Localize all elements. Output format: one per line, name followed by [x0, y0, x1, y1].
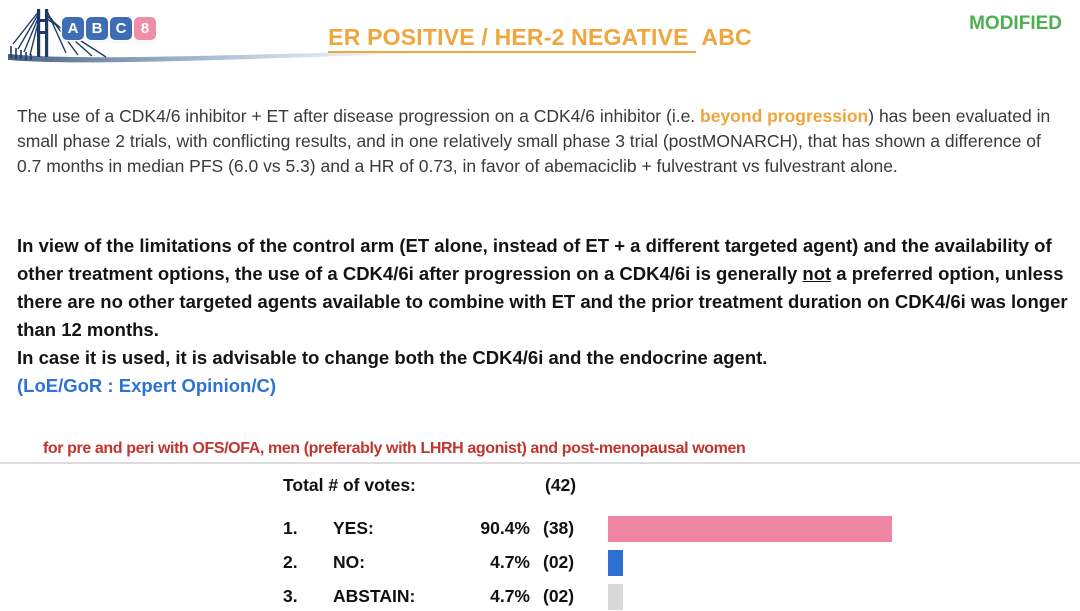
recommendation-block: In view of the limitations of the contro… — [17, 232, 1069, 400]
abc8-logo: A B C 8 — [8, 4, 448, 68]
bridge-icon — [8, 9, 438, 63]
logo-tile-c: C — [110, 17, 132, 40]
page-title-underlined: ER POSITIVE / HER-2 NEGATIVE — [328, 24, 696, 53]
logo-tile-8: 8 — [134, 17, 156, 40]
intro-text-before: The use of a CDK4/6 inhibitor + ET after… — [17, 106, 701, 126]
vote-row-number: 2. — [283, 552, 298, 572]
vote-row-label: NO: — [333, 552, 366, 572]
modified-badge: MODIFIED — [969, 13, 1062, 34]
page-title: ER POSITIVE / HER-2 NEGATIVE ABC — [0, 24, 1080, 53]
logo-tile-a-label: A — [67, 20, 79, 37]
logo-tile-8-label: 8 — [140, 20, 150, 37]
vote-row-number: 3. — [283, 586, 298, 606]
vote-row-number: 1. — [283, 518, 298, 538]
vote-row-percent: 4.7% — [490, 552, 530, 572]
total-votes-label: Total # of votes: — [283, 475, 416, 495]
vote-row-abstain: 3. ABSTAIN: 4.7% (02) — [0, 583, 1080, 611]
recommendation-text-before: In view of the limitations of the contro… — [17, 235, 1052, 284]
vote-population-note: for pre and peri with OFS/OFA, men (pref… — [43, 440, 746, 457]
beyond-progression-highlight: beyond progression — [700, 106, 869, 126]
logo-tile-a: A — [62, 17, 84, 40]
vote-row-percent: 90.4% — [480, 518, 530, 538]
intro-text-after: ) has been evaluated in small phase 2 tr… — [17, 106, 1051, 176]
vote-row-no: 2. NO: 4.7% (02) — [0, 549, 1080, 577]
total-votes-value: (42) — [545, 475, 577, 495]
logo-tile-b: B — [86, 17, 108, 40]
vote-bar-yes — [608, 516, 892, 542]
vote-row-percent: 4.7% — [490, 586, 530, 606]
vote-bar-abstain — [608, 584, 623, 610]
vote-row-count: (02) — [543, 552, 575, 572]
section-divider — [0, 462, 1080, 464]
total-votes-row: Total # of votes: (42) — [0, 472, 1080, 500]
intro-paragraph: The use of a CDK4/6 inhibitor + ET after… — [17, 104, 1067, 179]
recommendation-text-after: a preferred option, unless there are no … — [17, 263, 1068, 340]
vote-row-yes: 1. YES: 90.4% (38) — [0, 515, 1080, 543]
loe-gor-label: (LoE/GoR : Expert Opinion/C) — [17, 375, 276, 396]
vote-bar-no — [608, 550, 623, 576]
vote-row-count: (38) — [543, 518, 575, 538]
recommendation-paragraph: In view of the limitations of the contro… — [17, 232, 1069, 344]
logo-tile-c-label: C — [115, 20, 127, 37]
logo-tile-b-label: B — [91, 20, 103, 37]
advice-paragraph: In case it is used, it is advisable to c… — [17, 347, 768, 368]
page-title-rest: ABC — [701, 24, 752, 50]
vote-row-count: (02) — [543, 586, 575, 606]
not-underlined: not — [802, 263, 832, 284]
abc8-logo-tiles: A B C 8 — [62, 17, 156, 40]
vote-row-label: YES: — [333, 518, 374, 538]
vote-row-label: ABSTAIN: — [333, 586, 416, 606]
